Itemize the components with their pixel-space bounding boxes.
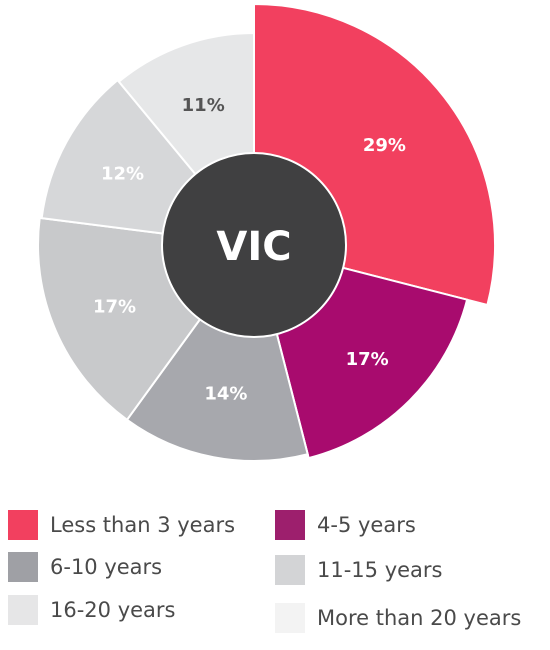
slice-value-label: 14% [204, 383, 247, 404]
chart-area: 29% 17% 14% 17% 12% 11% VIC [37, 2, 496, 462]
legend-item-4-5-years: 4-5 years [275, 510, 416, 540]
legend-item-11-15-years: 11-15 years [275, 555, 443, 585]
slice-value-label: 17% [346, 349, 389, 370]
pie-chart: 29% 17% 14% 17% 12% 11% VIC [37, 2, 496, 462]
legend-swatch [8, 552, 38, 582]
center-circle [161, 152, 347, 338]
legend-item-more-than-20-years: More than 20 years [275, 603, 521, 633]
legend-swatch [275, 603, 305, 633]
legend-swatch [275, 510, 305, 540]
legend-item-less-than-3-years: Less than 3 years [8, 510, 235, 540]
slice-value-label: 12% [101, 164, 144, 185]
legend-swatch [275, 555, 305, 585]
legend-item-6-10-years: 6-10 years [8, 552, 162, 582]
legend-label: 16-20 years [50, 598, 176, 622]
legend-label: More than 20 years [317, 606, 522, 630]
legend-label: 6-10 years [50, 555, 163, 579]
legend: Less than 3 years 4-5 years 6-10 years 1… [0, 500, 550, 650]
legend-label: 4-5 years [317, 513, 416, 537]
slice-value-label: 17% [93, 296, 136, 317]
slice-value-label: 11% [182, 95, 225, 116]
legend-label: 11-15 years [317, 558, 443, 582]
legend-swatch [8, 595, 38, 625]
slice-value-label: 29% [363, 135, 406, 156]
center-label: VIC [216, 224, 291, 270]
legend-item-16-20-years: 16-20 years [8, 595, 176, 625]
legend-label: Less than 3 years [50, 513, 236, 537]
legend-swatch [8, 510, 38, 540]
